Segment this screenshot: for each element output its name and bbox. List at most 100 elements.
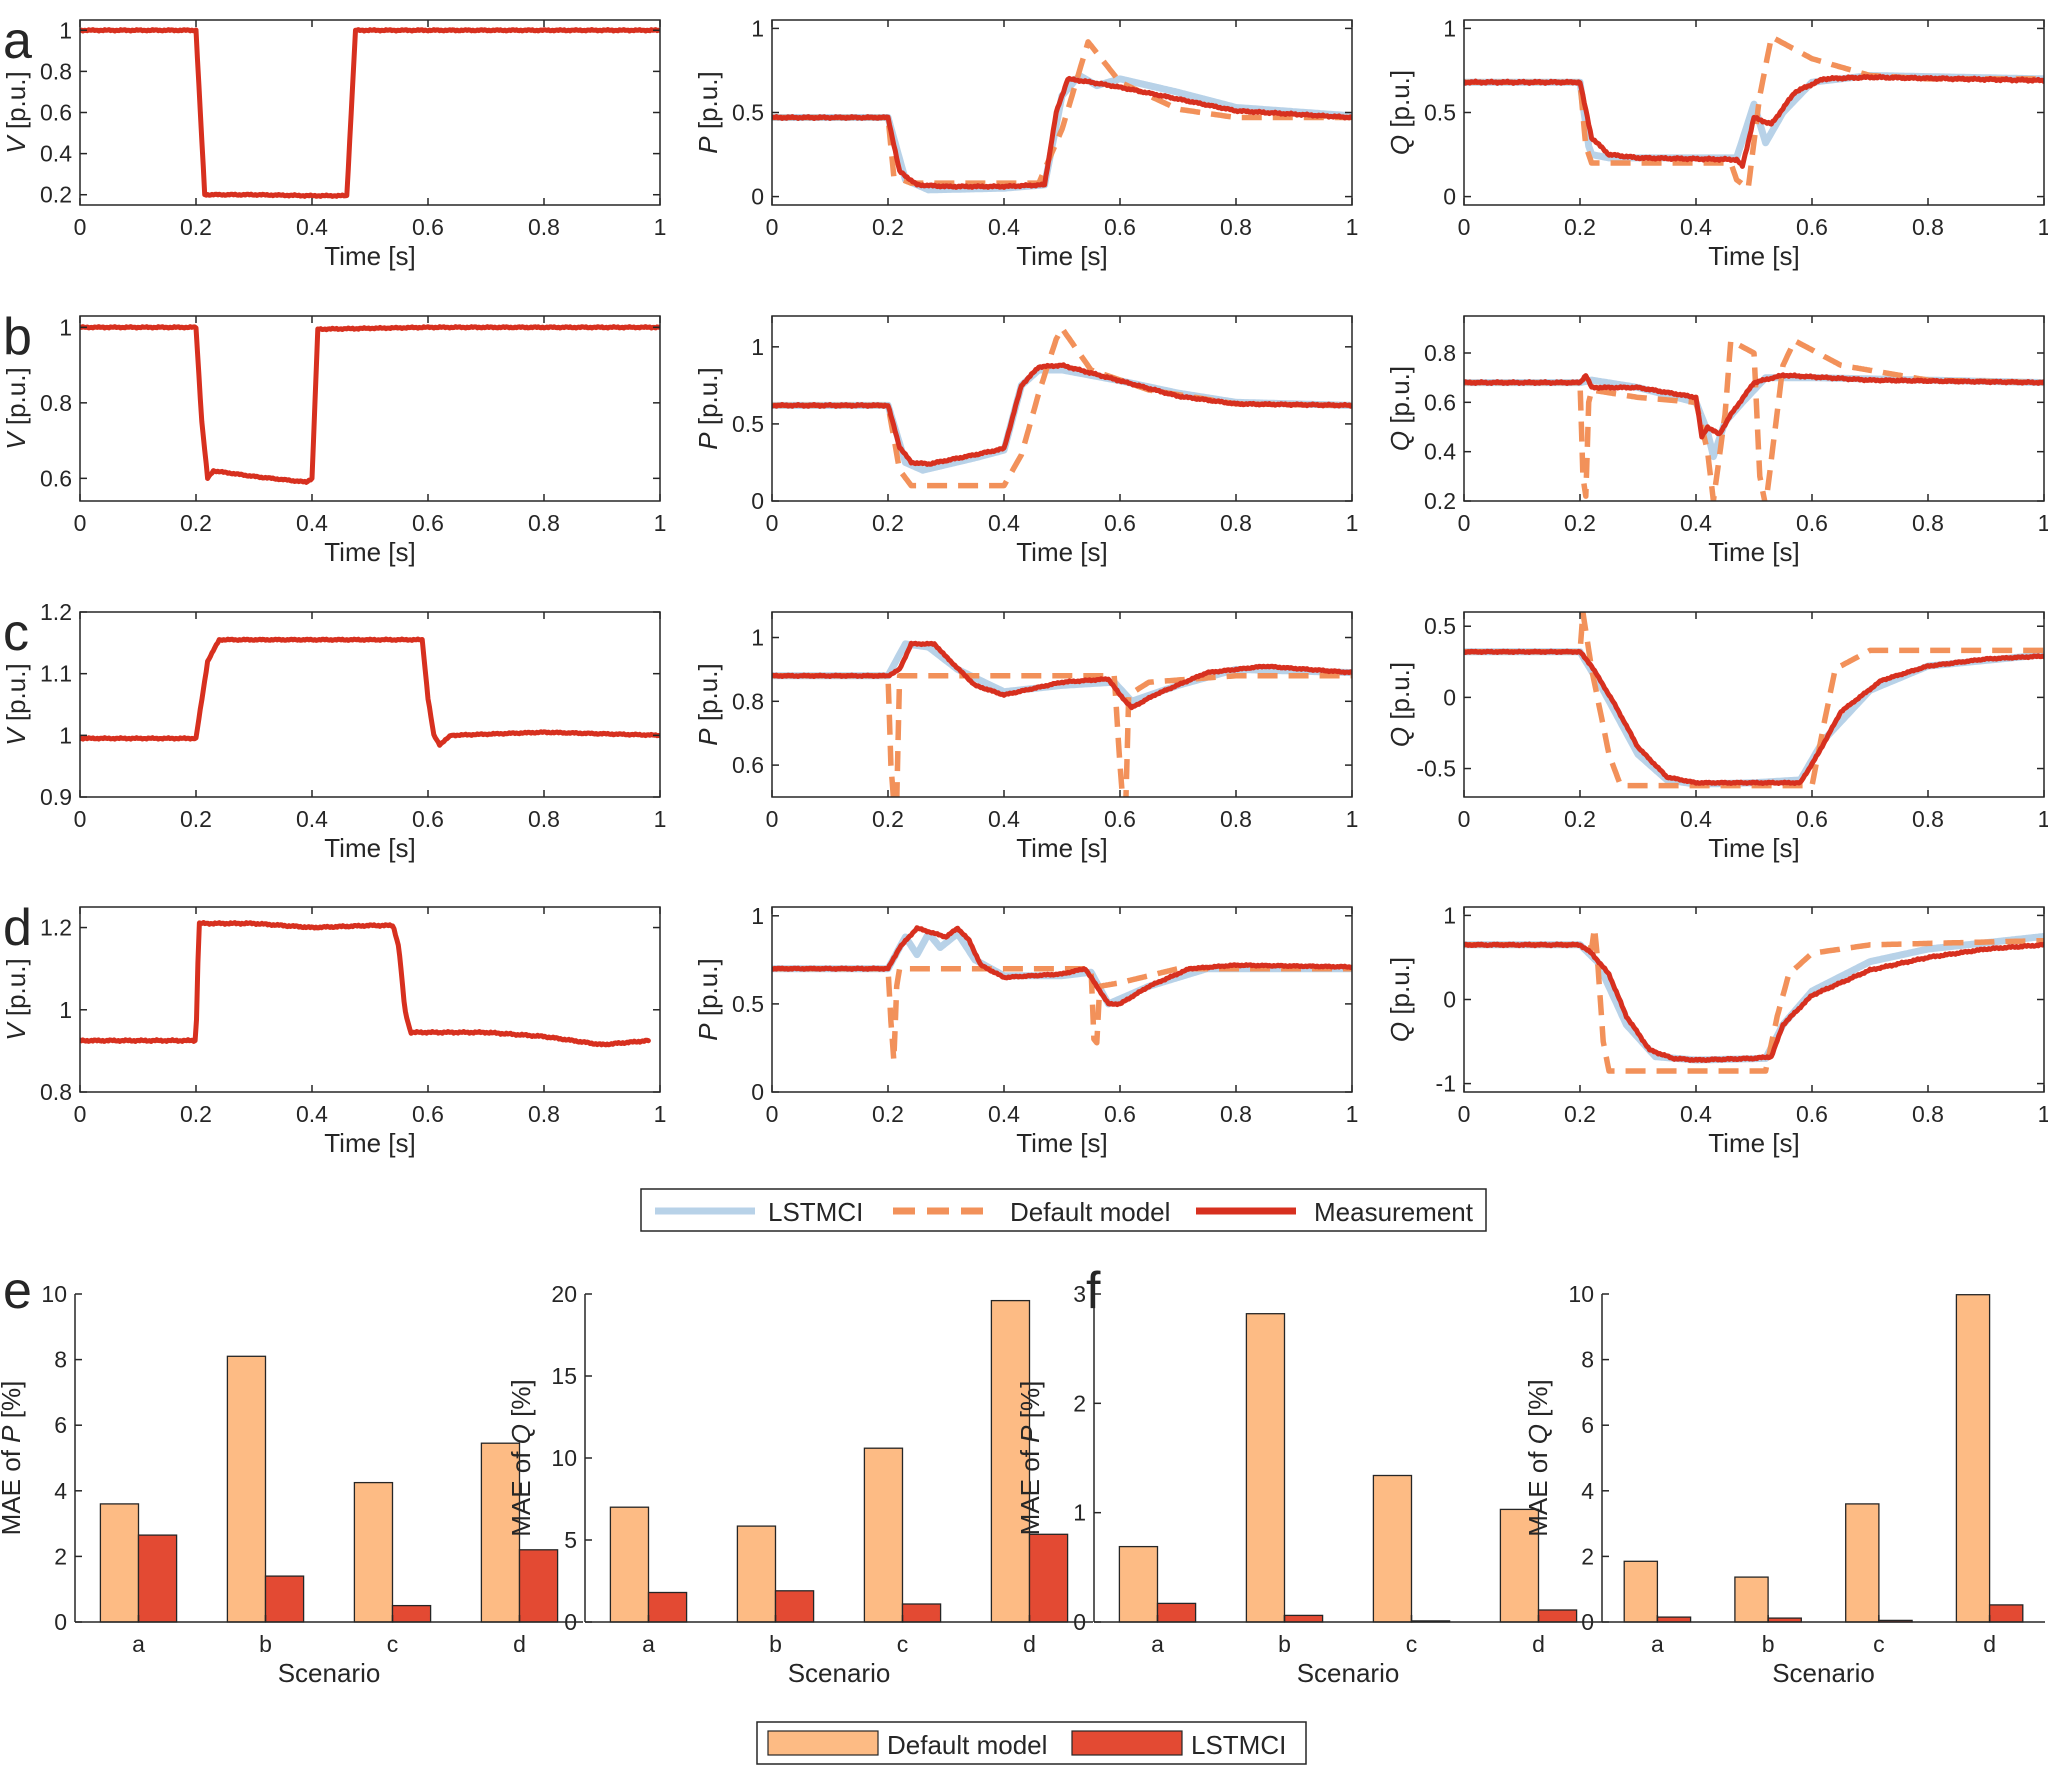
y-tick-label: 0 [1581, 1609, 1594, 1635]
y-axis-label: V [p.u.] [1, 71, 31, 153]
bar-default-b [1245, 1313, 1286, 1623]
y-tick-label: 0.5 [1424, 613, 1456, 639]
y-axis-label: P [p.u.] [693, 367, 723, 449]
y-tick-label: 0.5 [732, 411, 764, 437]
x-tick-label: 0 [766, 806, 779, 832]
bar-lstmci-c [901, 1603, 942, 1623]
x-tick-label: 1 [1346, 806, 1359, 832]
x-tick-label: 0.4 [988, 214, 1020, 240]
x-tick-label: 1 [1346, 510, 1359, 536]
x-tick-label: 0.2 [872, 214, 904, 240]
x-tick-label: 0.2 [180, 1101, 212, 1127]
bar-default-c [1372, 1474, 1413, 1623]
series-meas-line [80, 636, 660, 748]
legend-measurement-label: Measurement [1314, 1197, 1474, 1227]
x-tick-label: 1 [654, 806, 667, 832]
bar-lstmci-a [1156, 1602, 1197, 1623]
x-axis-label: Time [s] [324, 1128, 415, 1158]
y-axis-label: P [p.u.] [693, 71, 723, 153]
y-axis-label: V [p.u.] [1, 367, 31, 449]
x-tick-label: 0.4 [988, 510, 1020, 536]
bar-default-c [353, 1481, 394, 1623]
x-tick-label: 1 [2038, 806, 2048, 832]
y-tick-label: 1 [59, 722, 72, 748]
y-axis-label: Q [p.u.] [1385, 957, 1415, 1042]
x-tick-label: 1 [654, 1101, 667, 1127]
time-series-panels: 0 0.2 0.4 0.6 0.8 1 0.2 0.4 0.6 0.8 1 Time [s] V [p.… [1, 12, 2048, 1158]
panel-label: a [3, 12, 32, 70]
y-tick-label: 0 [1073, 1609, 1086, 1635]
y-tick-label: 10 [1568, 1281, 1594, 1307]
x-tick-label: a [1651, 1631, 1664, 1657]
y-tick-label: -1 [1436, 1071, 1456, 1097]
bar-default-d [990, 1299, 1031, 1623]
x-tick-label: 0.4 [296, 806, 328, 832]
x-tick-label: 0.4 [1680, 214, 1712, 240]
x-tick-label: 1 [1346, 214, 1359, 240]
y-tick-label: 1 [751, 625, 764, 651]
x-tick-label: 0.6 [1104, 214, 1136, 240]
y-tick-label: 1 [1073, 1500, 1086, 1526]
series-meas-line [772, 75, 1352, 190]
legend-lstmci-swatch [1071, 1730, 1183, 1756]
chart-b-v: 0 0.2 0.4 0.6 0.8 1 0.6 0.8 1 Time [s] V [p.u.]b [1, 308, 666, 567]
x-tick-label: 0.2 [1564, 510, 1596, 536]
chart-d-p: 0 0.2 0.4 0.6 0.8 1 0 0.5 1 Time [s] P [p.u.] [693, 903, 1358, 1158]
bar-lstmci-b [1283, 1614, 1324, 1623]
y-tick-label: 8 [1581, 1347, 1594, 1373]
x-tick-label: 0.2 [1564, 806, 1596, 832]
x-axis-label: Scenario [788, 1658, 891, 1688]
x-tick-label: 0 [1458, 1101, 1471, 1127]
x-tick-label: a [1151, 1631, 1164, 1657]
y-axis-label: V [p.u.] [1, 958, 31, 1040]
x-axis-label: Time [s] [1016, 241, 1107, 271]
y-tick-label: 0 [564, 1609, 577, 1635]
x-tick-label: b [1278, 1631, 1291, 1657]
x-axis-label: Scenario [1772, 1658, 1875, 1688]
bar-lstmci-a [137, 1534, 178, 1623]
x-tick-label: 0.6 [1796, 214, 1828, 240]
bar-lstmci-d [1988, 1604, 2024, 1623]
bar-default-d [1955, 1294, 1991, 1623]
legend-top: LSTMCI Default model Measurement [640, 1188, 1487, 1232]
x-axis-label: Time [s] [1708, 1128, 1799, 1158]
x-tick-label: 0.4 [296, 214, 328, 240]
x-tick-label: c [1873, 1631, 1885, 1657]
y-tick-label: 0.8 [40, 58, 72, 84]
y-tick-label: 8 [54, 1347, 67, 1373]
legend-default-label: Default model [1010, 1197, 1170, 1227]
y-tick-label: 2 [54, 1543, 67, 1569]
y-axis-label: P [p.u.] [693, 663, 723, 745]
y-axis-label: MAE of Q [%] [506, 1379, 536, 1537]
x-tick-label: c [1406, 1631, 1418, 1657]
x-tick-label: 0 [1458, 510, 1471, 536]
x-tick-label: 0 [74, 214, 87, 240]
y-tick-label: 1.2 [40, 599, 72, 625]
x-tick-label: 0.8 [528, 510, 560, 536]
x-tick-label: 1 [1346, 1101, 1359, 1127]
x-axis-label: Time [s] [1016, 537, 1107, 567]
y-axis-label: MAE of P [%] [1015, 1381, 1045, 1536]
series-meas-line [1464, 941, 2044, 1063]
x-tick-label: 0 [766, 510, 779, 536]
x-tick-label: 1 [2038, 510, 2048, 536]
series-meas-line [1464, 648, 2044, 786]
y-tick-label: 6 [1581, 1412, 1594, 1438]
x-tick-label: 0.6 [1104, 806, 1136, 832]
x-tick-label: 0.4 [1680, 510, 1712, 536]
y-tick-label: 2 [1581, 1543, 1594, 1569]
x-tick-label: 0 [766, 214, 779, 240]
y-tick-label: 1 [1443, 15, 1456, 41]
x-tick-label: 0.8 [528, 214, 560, 240]
y-tick-label: 0.8 [1424, 340, 1456, 366]
y-axis-label: MAE of P [%] [0, 1381, 26, 1536]
y-tick-label: 0 [54, 1609, 67, 1635]
x-tick-label: 0.2 [180, 806, 212, 832]
panel-label: f [1086, 1262, 1101, 1320]
y-tick-label: 0.6 [732, 752, 764, 778]
x-tick-label: b [769, 1631, 782, 1657]
